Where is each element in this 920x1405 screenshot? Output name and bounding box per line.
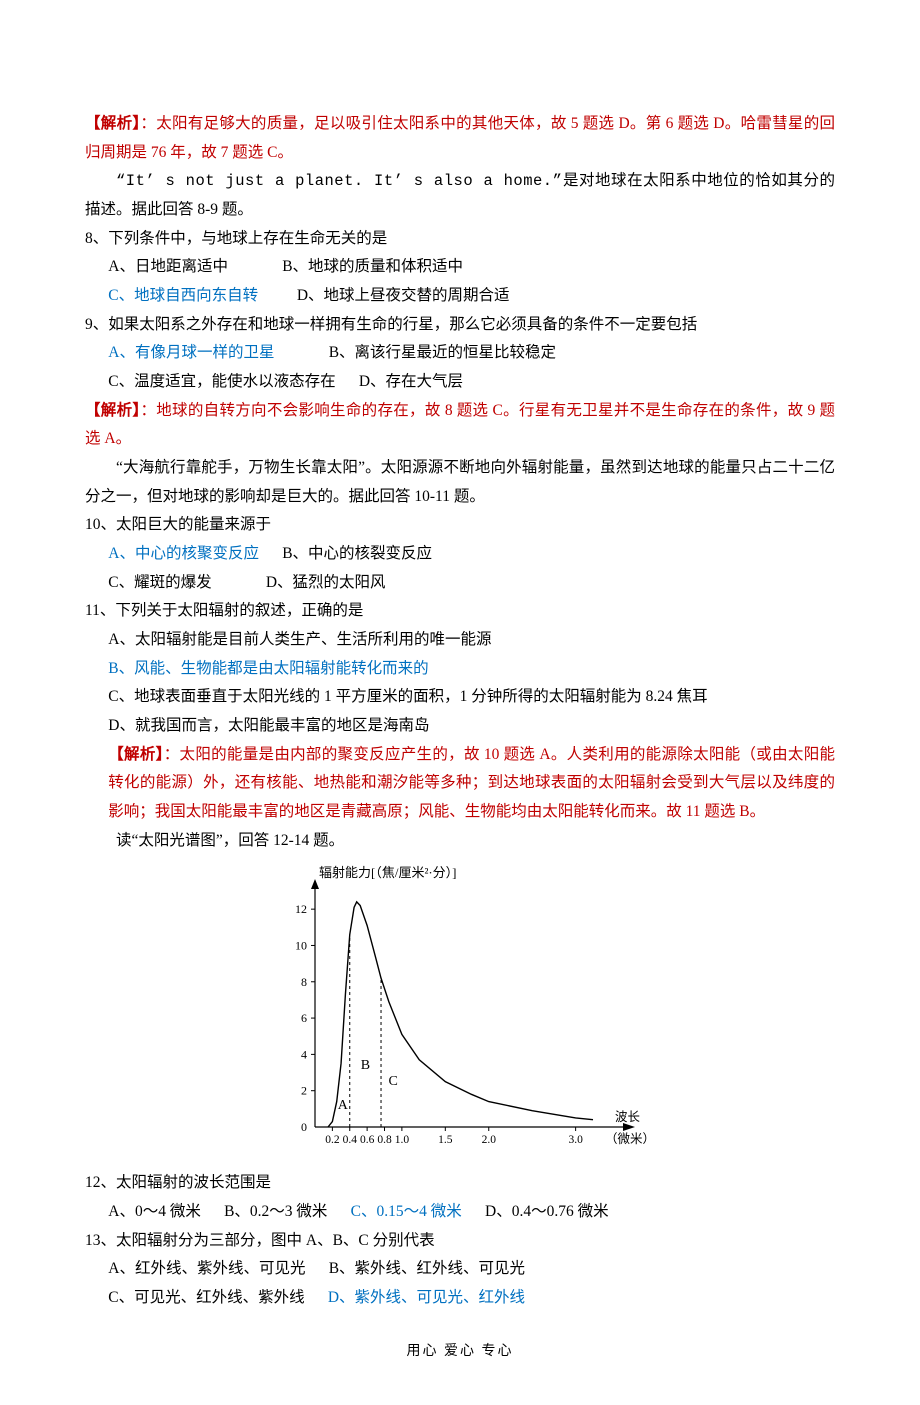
q11-opt-c: C、地球表面垂直于太阳光线的 1 平方厘米的面积，1 分钟所得的太阳辐射能为 8… <box>85 683 835 712</box>
q10-opt-d: D、猛烈的太阳风 <box>266 574 386 591</box>
analysis-8-9: 【解析】：地球的自转方向不会影响生命的存在，故 8 题选 C。行星有无卫星并不是… <box>85 397 835 454</box>
q13-opt-a: A、红外线、紫外线、可见光 <box>108 1260 305 1277</box>
q12-line: A、0～4 微米 B、0.2～3 微米 C、0.15～4 微米 D、0.4～0.… <box>85 1198 835 1227</box>
q8-opt-a: A、日地距离适中 <box>108 258 228 275</box>
q9-opt-a: A、有像月球一样的卫星 <box>108 344 274 361</box>
q13-line1: A、红外线、紫外线、可见光 B、紫外线、红外线、可见光 <box>85 1255 835 1284</box>
q10-line1: A、中心的核聚变反应 B、中心的核裂变反应 <box>85 540 835 569</box>
q10-opt-b: B、中心的核裂变反应 <box>282 545 432 562</box>
q13-stem: 13、太阳辐射分为三部分，图中 A、B、C 分别代表 <box>85 1227 835 1256</box>
analysis-label: 【解析】 <box>85 402 140 419</box>
q13-line2: C、可见光、红外线、紫外线 D、紫外线、可见光、红外线 <box>85 1284 835 1313</box>
q9-opt-b: B、离该行星最近的恒星比较稳定 <box>329 344 556 361</box>
q9-line1: A、有像月球一样的卫星 B、离该行星最近的恒星比较稳定 <box>85 339 835 368</box>
svg-text:10: 10 <box>295 939 307 953</box>
q12-stem: 12、太阳辐射的波长范围是 <box>85 1169 835 1198</box>
q10-stem: 10、太阳巨大的能量来源于 <box>85 511 835 540</box>
svg-text:2.0: 2.0 <box>481 1134 496 1146</box>
q11-opt-d: D、就我国而言，太阳能最丰富的地区是海南岛 <box>85 712 835 741</box>
intro-8-9: “It’ s not just a planet. It’ s also a h… <box>85 167 835 224</box>
q10-opt-a: A、中心的核聚变反应 <box>108 545 259 562</box>
q13-opt-b: B、紫外线、红外线、可见光 <box>329 1260 525 1277</box>
svg-text:（微米）: （微米） <box>605 1132 648 1146</box>
analysis-label: 【解析】 <box>108 746 163 763</box>
svg-text:0.8: 0.8 <box>377 1134 392 1146</box>
svg-text:辐射能力[（焦/厘米²·分）]: 辐射能力[（焦/厘米²·分）] <box>319 865 457 880</box>
svg-text:0: 0 <box>301 1120 307 1134</box>
q11-opt-b: B、风能、生物能都是由太阳辐射能转化而来的 <box>85 655 835 684</box>
q10-line2: C、耀斑的爆发 D、猛烈的太阳风 <box>85 569 835 598</box>
svg-text:8: 8 <box>301 975 307 989</box>
svg-text:3.0: 3.0 <box>568 1134 583 1146</box>
analysis-5-7: 【解析】：太阳有足够大的质量，足以吸引住太阳系中的其他天体，故 5 题选 D。第… <box>85 110 835 167</box>
svg-text:1.0: 1.0 <box>394 1134 409 1146</box>
intro-12-14: 读“太阳光谱图”，回答 12-14 题。 <box>85 827 835 856</box>
svg-text:1.5: 1.5 <box>438 1134 453 1146</box>
q8-opt-d: D、地球上昼夜交替的周期合适 <box>297 287 510 304</box>
analysis-text: ：太阳的能量是由内部的聚变反应产生的，故 10 题选 A。人类利用的能源除太阳能… <box>108 746 835 820</box>
q9-line2: C、温度适宜，能使水以液态存在 D、存在大气层 <box>85 368 835 397</box>
analysis-label: 【解析】 <box>85 115 140 132</box>
q9-stem: 9、如果太阳系之外存在和地球一样拥有生命的行星，那么它必须具备的条件不一定要包括 <box>85 311 835 340</box>
q9-opt-c: C、温度适宜，能使水以液态存在 <box>108 373 335 390</box>
spectrum-svg: 辐射能力[（焦/厘米²·分）] 0 2 4 6 8 10 12 0.20.40.60.81.0 1… <box>273 863 648 1163</box>
q8-line1: A、日地距离适中 B、地球的质量和体积适中 <box>85 253 835 282</box>
svg-text:B: B <box>360 1058 369 1073</box>
svg-text:A: A <box>337 1098 348 1113</box>
q10-opt-c: C、耀斑的爆发 <box>108 574 211 591</box>
q8-opt-c: C、地球自西向东自转 <box>108 287 258 304</box>
q8-line2: C、地球自西向东自转 D、地球上昼夜交替的周期合适 <box>85 282 835 311</box>
analysis-text: ：太阳有足够大的质量，足以吸引住太阳系中的其他天体，故 5 题选 D。第 6 题… <box>85 115 835 161</box>
q12-opt-b: B、0.2～3 微米 <box>224 1203 327 1220</box>
analysis-text: ：地球的自转方向不会影响生命的存在，故 8 题选 C。行星有无卫星并不是生命存在… <box>85 402 835 448</box>
analysis-10-11: 【解析】：太阳的能量是由内部的聚变反应产生的，故 10 题选 A。人类利用的能源… <box>85 741 835 827</box>
svg-text:C: C <box>388 1075 397 1090</box>
solar-spectrum-chart: 辐射能力[（焦/厘米²·分）] 0 2 4 6 8 10 12 0.20.40.60.81.0 1… <box>85 863 835 1163</box>
q11-opt-a: A、太阳辐射能是目前人类生产、生活所利用的唯一能源 <box>85 626 835 655</box>
svg-text:6: 6 <box>301 1012 307 1026</box>
q12-opt-a: A、0～4 微米 <box>108 1203 201 1220</box>
intro-10-11: “大海航行靠舵手，万物生长靠太阳”。太阳源源不断地向外辐射能量，虽然到达地球的能… <box>85 454 835 511</box>
q13-opt-c: C、可见光、红外线、紫外线 <box>108 1289 304 1306</box>
q13-opt-d: D、紫外线、可见光、红外线 <box>328 1289 525 1306</box>
q9-opt-d: D、存在大气层 <box>359 373 463 390</box>
svg-text:波长: 波长 <box>615 1110 641 1124</box>
q8-stem: 8、下列条件中，与地球上存在生命无关的是 <box>85 225 835 254</box>
q12-opt-d: D、0.4～0.76 微米 <box>485 1203 609 1220</box>
svg-text:0.6: 0.6 <box>359 1134 374 1146</box>
q8-opt-b: B、地球的质量和体积适中 <box>282 258 463 275</box>
svg-text:0.2: 0.2 <box>325 1134 340 1146</box>
q11-stem: 11、下列关于太阳辐射的叙述，正确的是 <box>85 597 835 626</box>
svg-text:2: 2 <box>301 1084 307 1098</box>
svg-text:12: 12 <box>295 903 307 917</box>
svg-text:0.4: 0.4 <box>342 1134 357 1146</box>
q12-opt-c: C、0.15～4 微米 <box>351 1203 462 1220</box>
svg-text:4: 4 <box>301 1048 307 1062</box>
page-footer: 用心 爱心 专心 <box>85 1339 835 1365</box>
